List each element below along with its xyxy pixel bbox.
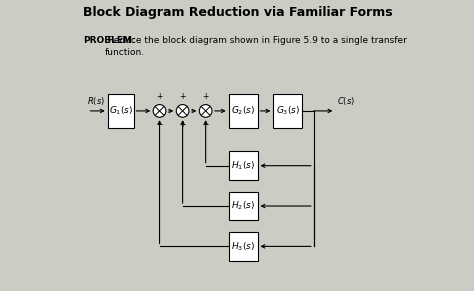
Text: $H_1(s)$: $H_1(s)$ xyxy=(231,159,255,172)
Circle shape xyxy=(176,104,189,117)
Circle shape xyxy=(200,104,212,117)
Text: $G_1(s)$: $G_1(s)$ xyxy=(109,105,133,117)
Text: +: + xyxy=(180,120,186,129)
Text: $G_3(s)$: $G_3(s)$ xyxy=(276,105,300,117)
Text: $G_2(s)$: $G_2(s)$ xyxy=(231,105,255,117)
Text: +: + xyxy=(202,92,209,101)
Text: $H_2(s)$: $H_2(s)$ xyxy=(231,200,255,212)
Bar xyxy=(229,191,257,221)
Text: Block Diagram Reduction via Familiar Forms: Block Diagram Reduction via Familiar For… xyxy=(83,6,393,19)
Text: PROBLEM:: PROBLEM: xyxy=(83,36,136,45)
Text: $R(s)$: $R(s)$ xyxy=(88,95,106,107)
Text: +: + xyxy=(156,92,163,101)
Bar xyxy=(229,232,257,261)
Bar xyxy=(229,151,257,180)
Bar xyxy=(229,94,257,128)
Circle shape xyxy=(153,104,166,117)
Text: $C(s)$: $C(s)$ xyxy=(337,95,355,107)
Text: −: − xyxy=(202,120,209,129)
Text: Reduce the block diagram shown in Figure 5.9 to a single transfer
function.: Reduce the block diagram shown in Figure… xyxy=(105,36,407,57)
Text: +: + xyxy=(180,92,186,101)
Text: −: − xyxy=(156,120,163,129)
Bar xyxy=(108,94,134,128)
Bar xyxy=(273,94,302,128)
Text: $H_3(s)$: $H_3(s)$ xyxy=(231,240,255,253)
